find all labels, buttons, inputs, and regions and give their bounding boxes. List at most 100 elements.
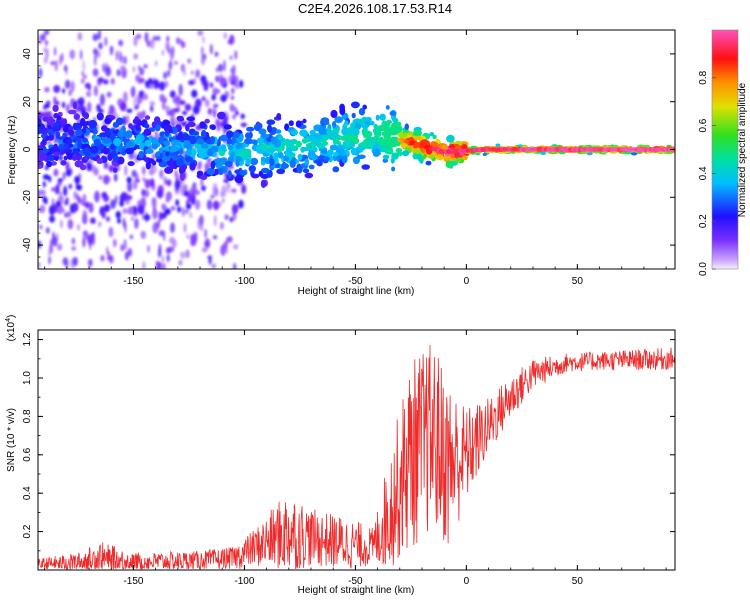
heatmap-cell — [83, 112, 90, 120]
heatmap-cell — [177, 206, 182, 213]
heatmap-cell — [123, 56, 127, 65]
heatmap-cell — [308, 164, 315, 170]
heatmap-cell — [226, 130, 234, 139]
heatmap-cell — [189, 212, 192, 219]
heatmap-cell — [80, 49, 83, 60]
heatmap-cell — [112, 129, 119, 135]
heatmap-cell — [196, 170, 204, 176]
heatmap-cell — [177, 132, 184, 140]
heatmap-cell — [47, 154, 56, 162]
heatmap-cell — [184, 103, 192, 112]
heatmap-cell — [82, 127, 87, 134]
heatmap-cell — [38, 164, 44, 169]
spectrogram-xtick-label: -150 — [123, 276, 143, 287]
heatmap-cell — [137, 204, 145, 215]
heatmap-cell — [128, 123, 133, 129]
heatmap-cell — [68, 129, 75, 136]
heatmap-cell — [60, 219, 63, 229]
heatmap-cell — [114, 173, 118, 182]
heatmap-cell — [200, 129, 207, 139]
heatmap-cell — [183, 66, 186, 77]
heatmap-cell — [53, 85, 61, 93]
heatmap-cell — [221, 185, 227, 195]
heatmap-cell — [144, 140, 152, 147]
heatmap-cell — [105, 66, 112, 77]
heatmap-cell — [278, 135, 283, 141]
heatmap-cell — [187, 58, 192, 64]
heatmap-cell — [212, 235, 218, 240]
heatmap-cell — [173, 60, 178, 65]
heatmap-cell — [180, 41, 186, 49]
heatmap-cell — [207, 161, 212, 170]
heatmap-cell — [86, 90, 92, 98]
spectrogram-xtick-label: -100 — [234, 276, 254, 287]
heatmap-cell — [449, 160, 458, 166]
heatmap-cell — [386, 141, 394, 150]
heatmap-cell — [151, 197, 157, 207]
spectrogram-xtick-label: 50 — [572, 276, 584, 287]
heatmap-cell — [102, 137, 112, 144]
heatmap-cell — [374, 129, 382, 138]
heatmap-cell — [65, 197, 69, 205]
heatmap-cell — [333, 151, 339, 157]
heatmap-cell — [223, 126, 226, 136]
heatmap-cell — [260, 156, 266, 162]
heatmap-cell — [163, 140, 171, 147]
heatmap-cell — [114, 113, 120, 120]
heatmap-cell — [43, 103, 51, 109]
figure-title: C2E4.2026.108.17.53.R14 — [298, 1, 452, 16]
heatmap-cell — [285, 147, 292, 156]
heatmap-cell — [316, 144, 326, 149]
heatmap-cell — [172, 239, 177, 248]
heatmap-cell — [191, 70, 194, 75]
heatmap-cell — [386, 149, 394, 155]
heatmap-cell — [297, 153, 303, 161]
heatmap-cell — [119, 200, 125, 207]
heatmap-cell — [144, 115, 151, 120]
heatmap-cell — [234, 110, 239, 116]
heatmap-cell — [62, 132, 68, 138]
heatmap-cell — [235, 160, 240, 167]
heatmap-cell — [540, 151, 547, 155]
heatmap-cell — [346, 128, 353, 134]
heatmap-cell — [244, 137, 253, 145]
heatmap-cell — [87, 84, 91, 91]
heatmap-cell — [301, 137, 308, 144]
heatmap-cell — [220, 94, 227, 103]
heatmap-cell — [161, 101, 166, 110]
heatmap-cell — [126, 108, 133, 113]
heatmap-cell — [68, 89, 72, 97]
spectrogram-xlabel: Height of straight line (km) — [298, 286, 415, 297]
heatmap-cell — [93, 48, 98, 55]
heatmap-cell — [119, 101, 127, 112]
heatmap-cell — [383, 131, 391, 141]
heatmap-cell — [62, 257, 69, 266]
heatmap-cell — [72, 202, 79, 212]
heatmap-cell — [74, 175, 80, 184]
heatmap-cell — [195, 98, 202, 108]
heatmap-cell — [626, 151, 631, 155]
heatmap-cell — [125, 141, 134, 149]
heatmap-cell — [127, 247, 133, 257]
heatmap-cell — [270, 136, 278, 144]
heatmap-cell — [182, 181, 185, 193]
heatmap-cell — [350, 147, 357, 156]
heatmap-cell — [258, 128, 267, 135]
heatmap-cell — [47, 134, 55, 141]
heatmap-cell — [402, 132, 408, 138]
heatmap-cell — [207, 108, 213, 115]
heatmap-cell — [158, 248, 162, 258]
heatmap-cell — [63, 187, 67, 196]
heatmap-cell — [165, 151, 170, 157]
heatmap-cell — [60, 160, 67, 166]
heatmap-cell — [48, 249, 51, 257]
heatmap-cell — [61, 101, 66, 109]
heatmap-cell — [212, 103, 219, 108]
heatmap-cell — [150, 105, 154, 113]
heatmap-cell — [76, 184, 83, 191]
heatmap-cell — [65, 168, 72, 177]
heatmap-cell — [110, 78, 115, 85]
heatmap-cell — [558, 151, 566, 155]
heatmap-cell — [241, 151, 251, 156]
heatmap-cell — [231, 87, 235, 95]
